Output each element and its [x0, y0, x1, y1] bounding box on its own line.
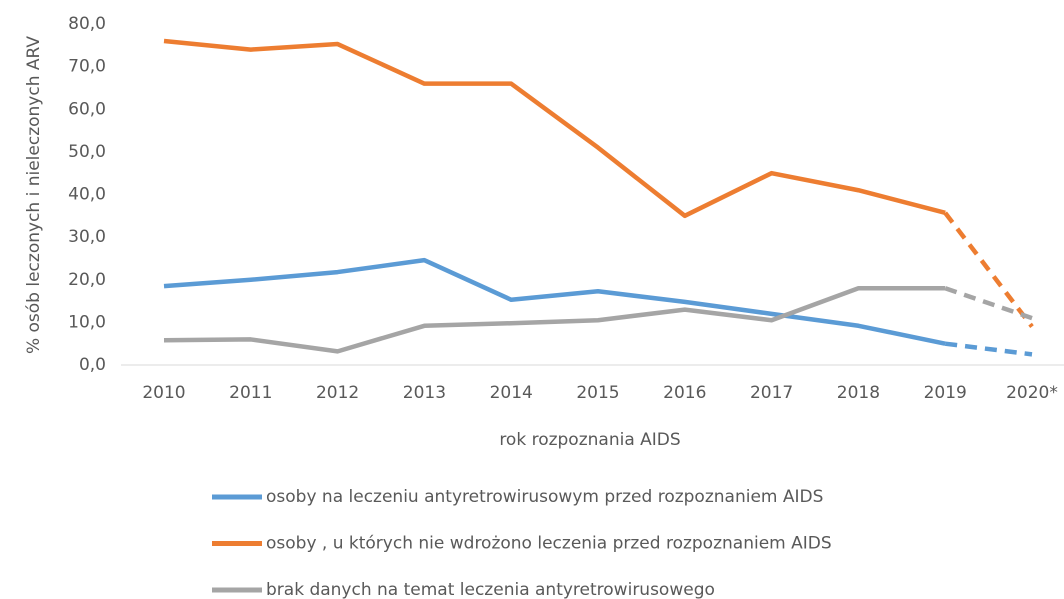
y-tick-label: 50,0: [68, 142, 106, 162]
x-tick-label: 2020*: [1006, 383, 1058, 403]
y-tick-label: 20,0: [68, 270, 106, 290]
x-tick-label: 2012: [316, 383, 359, 403]
y-tick-label: 30,0: [68, 227, 106, 247]
series-line: [163, 286, 946, 354]
series-line: [163, 38, 946, 219]
y-tick-label: 80,0: [68, 14, 106, 34]
x-axis-label: rok rozpoznania AIDS: [499, 430, 680, 450]
series-line-dashed: [943, 211, 1034, 329]
y-tick-label: 10,0: [68, 312, 106, 332]
x-tick-label: 2017: [750, 383, 793, 403]
y-tick-label: 70,0: [68, 57, 106, 77]
legend-label: osoby , u których nie wdrożono leczenia …: [266, 534, 832, 554]
y-axis-label: % osób leczonych i nieleczonych ARV: [24, 36, 44, 354]
x-tick-label: 2018: [837, 383, 880, 403]
x-tick-label: 2015: [576, 383, 619, 403]
series-line: [163, 257, 946, 346]
x-tick-label: 2013: [403, 383, 446, 403]
y-tick-label: 40,0: [68, 185, 106, 205]
x-tick-label: 2019: [924, 383, 967, 403]
x-tick-label: 2016: [663, 383, 706, 403]
x-tick-label: 2010: [142, 383, 185, 403]
y-tick-label: 60,0: [68, 99, 106, 119]
series-line-dashed: [944, 286, 1033, 321]
x-tick-label: 2014: [490, 383, 533, 403]
series-line-dashed: [944, 341, 1033, 357]
y-tick-label: 0,0: [79, 355, 106, 375]
legend-label: brak danych na temat leczenia antyretrow…: [266, 580, 715, 599]
x-tick-label: 2011: [229, 383, 272, 403]
legend-label: osoby na leczeniu antyretrowirusowym prz…: [266, 487, 823, 507]
